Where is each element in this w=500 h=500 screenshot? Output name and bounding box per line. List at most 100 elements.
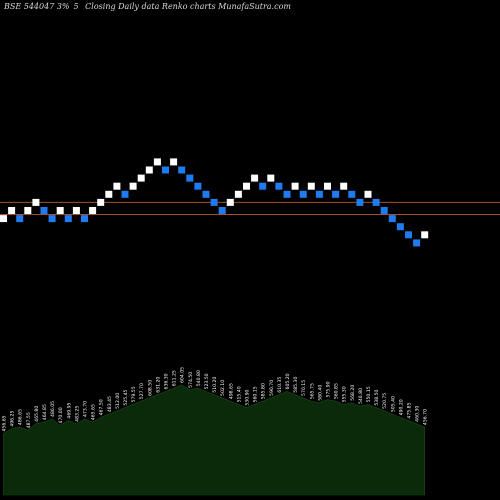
renko-brick-down <box>388 215 396 223</box>
volume-labels: 456.65 496.25 486.65 487.55 465.80 464.85 486.… <box>2 367 429 432</box>
renko-brick-down <box>396 223 404 231</box>
volume-label: 510.20 <box>212 377 218 393</box>
renko-brick-up <box>56 207 64 214</box>
volume-label: 520.75 <box>382 393 388 409</box>
renko-brick-down <box>64 215 72 223</box>
renko-brick-down <box>275 182 283 190</box>
volume-label: 490.20 <box>398 399 404 415</box>
renko-brick-up <box>24 207 32 214</box>
volume-label: 568.20 <box>350 385 356 401</box>
renko-brick-down <box>218 207 226 214</box>
volume-area-shape <box>3 384 425 496</box>
volume-label: 631.20 <box>155 377 161 393</box>
volume-label: 456.70 <box>423 409 429 425</box>
renko-brick-up <box>234 190 242 198</box>
volume-label: 560.85 <box>334 383 340 399</box>
volume-label: 487.55 <box>26 412 32 428</box>
symbol-text: BSE 544047 3% <box>4 2 70 11</box>
renko-brick-down <box>356 198 364 206</box>
volume-label: 608.50 <box>147 380 153 396</box>
volume-label: 590.70 <box>269 380 275 396</box>
renko-brick-up <box>243 182 250 190</box>
symbol-label: BSE 544047 3% 5 <box>4 2 79 11</box>
renko-brick-up <box>32 198 40 206</box>
renko-brick-up <box>307 182 315 190</box>
volume-label: 605.20 <box>285 373 291 389</box>
renko-brick-up <box>129 182 137 190</box>
renko-brick-down <box>194 182 202 190</box>
volume-label: 498.65 <box>228 383 234 399</box>
volume-label: 636.30 <box>164 373 170 389</box>
renko-brick-up <box>226 198 234 206</box>
volume-label: 505.40 <box>390 396 396 412</box>
renko-brick-down <box>48 215 56 223</box>
volume-label: 515.40 <box>236 386 242 402</box>
renko-brick-up <box>72 207 80 214</box>
volume-label: 574.50 <box>188 372 194 388</box>
level-lines <box>0 201 500 216</box>
volume-label: 467.50 <box>99 399 105 415</box>
volume-label: 555.30 <box>342 386 348 402</box>
volume-label: 570.15 <box>301 380 307 396</box>
renko-brick-up <box>137 174 145 182</box>
renko-brick-up <box>105 190 113 198</box>
renko-brick-up <box>364 190 372 198</box>
volume-label: 585.30 <box>293 377 299 393</box>
volume-label: 560.15 <box>253 386 259 402</box>
renko-brick-down <box>299 190 307 198</box>
renko-brick-down <box>40 207 48 214</box>
volume-label: 565.75 <box>309 383 315 399</box>
volume-area <box>3 384 425 496</box>
volume-label: 580.40 <box>317 385 323 401</box>
volume-label: 512.00 <box>115 393 121 409</box>
volume-label: 530.90 <box>245 389 251 405</box>
volume-label: 604.05 <box>180 367 186 383</box>
renko-brick-down <box>315 190 323 198</box>
volume-label: 546.80 <box>358 388 364 404</box>
renko-brick-up <box>153 158 161 166</box>
volume-label: 465.80 <box>34 406 40 422</box>
renko-brick-down <box>283 190 291 198</box>
renko-brick-up <box>145 166 153 174</box>
renko-brick-down <box>210 198 218 206</box>
renko-brick-down <box>413 239 421 247</box>
renko-brick-down <box>259 182 267 190</box>
chart-header: BSE 544047 3% 5 Closing Daily data Renko … <box>4 2 295 11</box>
renko-brick-down <box>81 215 88 223</box>
volume-label: 527.70 <box>139 383 145 399</box>
renko-brick-up <box>267 174 275 182</box>
volume-label: 579.55 <box>131 386 137 402</box>
renko-brick-up <box>8 207 16 214</box>
volume-label: 456.65 <box>2 415 8 431</box>
renko-brick-up <box>291 182 299 190</box>
renko-brick-up <box>0 215 7 223</box>
volume-label: 486.65 <box>18 409 24 425</box>
volume-label: 460.30 <box>415 406 421 422</box>
volume-label: 464.85 <box>42 404 48 420</box>
symbol-suffix: 5 <box>73 2 79 11</box>
renko-brick-down <box>162 166 169 174</box>
renko-brick-up <box>324 182 331 190</box>
volume-label: 610.35 <box>277 377 283 393</box>
volume-label: 550.15 <box>366 386 372 402</box>
renko-brick-up <box>97 198 105 206</box>
volume-label: 502.10 <box>220 380 226 396</box>
renko-brick-down <box>348 190 356 198</box>
renko-brick-up <box>170 158 178 166</box>
renko-brick-down <box>380 207 388 214</box>
volume-label: 469.95 <box>66 402 72 418</box>
volume-label: 585.80 <box>261 383 267 399</box>
renko-brick-down <box>16 215 24 223</box>
renko-brick-up <box>421 231 429 239</box>
volume-label: 486.05 <box>50 401 56 417</box>
renko-brick-down <box>121 190 129 198</box>
renko-brick-down <box>405 231 412 239</box>
renko-brick-up <box>340 182 348 190</box>
renko-brick-up <box>251 174 259 182</box>
renko-brick-down <box>186 174 194 182</box>
renko-brick-down <box>178 166 186 174</box>
renko-brick-down <box>372 198 380 206</box>
volume-label: 473.70 <box>83 401 89 417</box>
volume-label: 611.25 <box>172 370 178 386</box>
